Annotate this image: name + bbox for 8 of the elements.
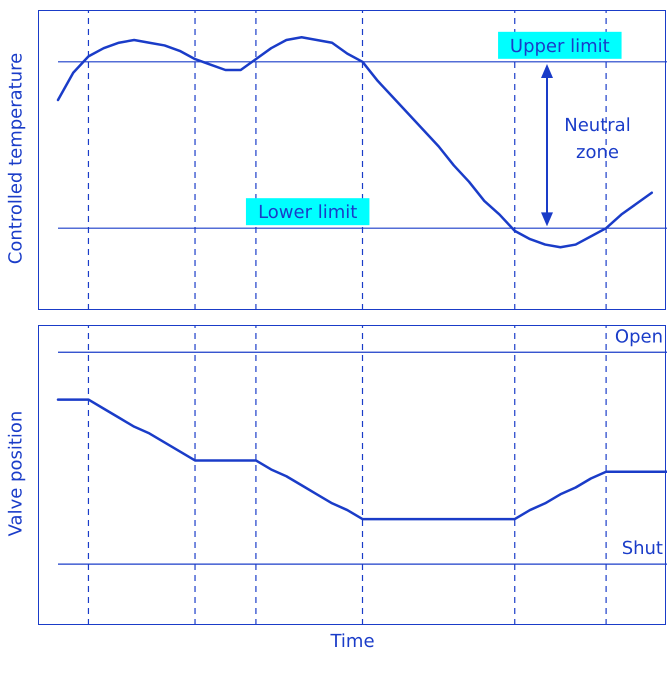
x-axis-title: Time [329,631,376,652]
y-axis-title: Controlled temperature [6,52,26,266]
ref-line-label: Lower limit [258,202,358,224]
y-axis-title: Valve position [6,410,26,538]
ref-line-label: Open [614,326,663,348]
ref-line-label: Upper limit [510,36,610,57]
ref-line-label: Shut [622,538,663,560]
annotation: Neutral zone [563,114,632,165]
